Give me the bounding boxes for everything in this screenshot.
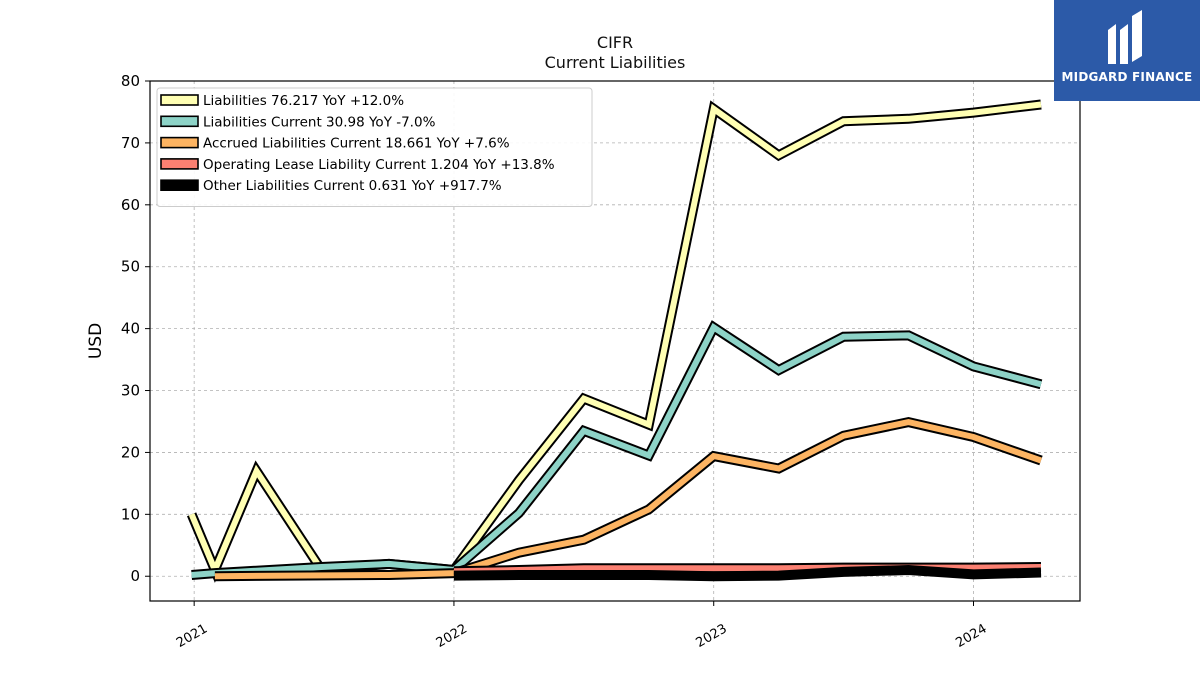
- legend-swatch: [160, 94, 199, 106]
- chart-title: CIFR: [596, 33, 634, 52]
- y-axis: 0 10 20 30 40 50 60 70 80: [121, 72, 150, 585]
- chart-subtitle: Current Liabilities: [544, 53, 686, 72]
- series-1: [186, 99, 1042, 583]
- y-tick-label: 40: [121, 320, 140, 338]
- legend-label: Accrued Liabilities Current 18.661 YoY +…: [203, 136, 510, 152]
- y-axis-label: USD: [86, 323, 106, 359]
- y-tick-label: 20: [121, 443, 140, 461]
- legend-swatch: [160, 158, 199, 170]
- logo-mark-icon: [1108, 10, 1142, 64]
- series-line: [214, 419, 1042, 580]
- legend-label: Operating Lease Liability Current 1.204 …: [203, 157, 555, 173]
- plot-frame: [149, 80, 1081, 602]
- x-axis: 2021 2022 2023 2024: [174, 601, 989, 651]
- y-tick-label: 30: [121, 382, 140, 400]
- y-tick-label: 70: [121, 134, 140, 152]
- legend-box: [156, 87, 593, 207]
- y-tick-label: 80: [121, 72, 140, 90]
- brand-logo: MIDGARD FINANCE: [1054, 0, 1200, 101]
- y-tick-label: 60: [121, 196, 140, 214]
- series-layer: [186, 99, 1043, 583]
- series-line: [191, 323, 1042, 578]
- y-tick-label: 10: [121, 505, 140, 523]
- x-tick-label: 2022: [434, 621, 470, 651]
- y-tick-label: 50: [121, 258, 140, 276]
- y-tick-label: 0: [130, 567, 140, 585]
- series-line: [188, 101, 1042, 578]
- series-2: [191, 320, 1043, 580]
- legend-label: Liabilities 76.217 YoY +12.0%: [203, 93, 404, 109]
- x-tick-label: 2021: [174, 621, 210, 651]
- x-tick-label: 2024: [953, 621, 989, 651]
- series-5: [453, 564, 1042, 582]
- legend-label: Liabilities Current 30.98 YoY -7.0%: [203, 114, 436, 130]
- legend-swatch: [160, 179, 199, 191]
- x-tick-label: 2023: [694, 621, 730, 651]
- series-3: [214, 416, 1043, 582]
- logo-text: MIDGARD FINANCE: [1061, 70, 1193, 84]
- legend: Liabilities 76.217 YoY +12.0% Liabilities…: [156, 87, 593, 207]
- legend-swatch: [160, 136, 199, 149]
- legend-swatch: [160, 115, 199, 128]
- series-outline: [191, 320, 1043, 580]
- series-line: [453, 566, 1042, 580]
- legend-label: Other Liabilities Current 0.631 YoY +917…: [203, 178, 502, 194]
